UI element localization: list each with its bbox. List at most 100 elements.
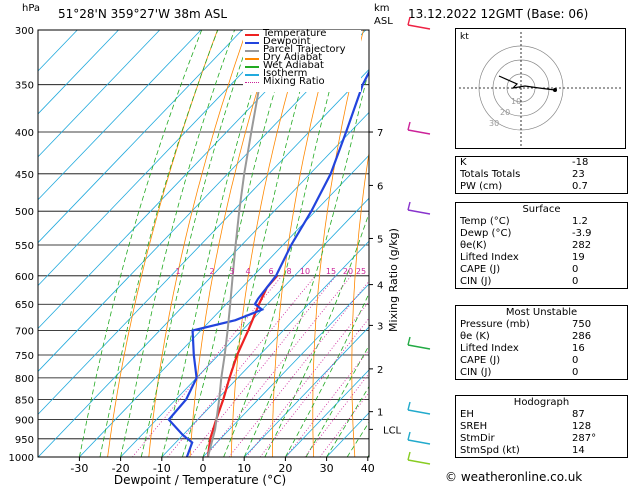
chart-legend: Temperature Dewpoint Parcel Trajectory Dry … [243, 29, 361, 92]
row-label: θe (K) [460, 331, 490, 342]
table-row: StmSpd (kt) 14 [456, 445, 626, 457]
row-label: Lifted Index [460, 343, 519, 354]
isotherm [38, 30, 243, 244]
row-value: 23 [572, 169, 585, 180]
table-row: θe(K) 282 [456, 240, 626, 252]
table-row: Temp (°C) 1.2 [456, 216, 626, 228]
dry-adiabat [230, 30, 306, 457]
legend-swatch [245, 82, 259, 83]
wind-barb-flag [407, 16, 411, 26]
wet-adiabat [99, 30, 219, 457]
x-tick-label: 0 [200, 462, 207, 475]
mixing-ratio-line [304, 372, 369, 457]
table-row: Lifted Index 16 [456, 343, 626, 355]
credit-link[interactable]: © weatheronline.co.uk [445, 470, 583, 484]
series-parcel-trajectory [206, 30, 272, 457]
series-dewpoint [167, 69, 369, 457]
table-row: CAPE (J) 0 [456, 264, 626, 276]
legend-swatch [245, 74, 259, 76]
row-value: 750 [572, 319, 592, 330]
isotherm [38, 68, 369, 415]
legend-item: Isotherm [243, 69, 361, 79]
mixing-ratio-label: 3 [229, 267, 234, 276]
km-tick-label: 1 [377, 408, 383, 419]
table-row: CIN (J) 0 [456, 276, 626, 288]
km-tick-label: 5 [377, 234, 383, 245]
mixing-ratio-line [228, 280, 369, 457]
isotherm [38, 30, 284, 287]
row-label: PW (cm) [460, 181, 503, 192]
wind-barb-flag [407, 201, 411, 211]
row-value: 0.7 [572, 181, 588, 192]
row-label: StmDir [460, 433, 495, 444]
legend-swatch [245, 34, 259, 36]
row-label: CAPE (J) [460, 264, 501, 275]
isotherm [202, 283, 369, 457]
wet-adiabat [182, 30, 294, 457]
hodograph-table: EH 87 SREH 128 StmDir 287° StmSpd (kt) 14 [456, 409, 626, 457]
wind-barb [407, 209, 431, 215]
isotherm [38, 30, 78, 72]
x-tick-label: -10 [153, 462, 171, 475]
km-tick-label: LCL [383, 425, 402, 436]
dry-adiabat [107, 30, 218, 457]
mixing-ratio-label: 20 [343, 267, 353, 276]
row-value: 0 [572, 264, 579, 275]
pressure-tick-label: 600 [15, 272, 34, 283]
row-label: SREH [460, 421, 488, 432]
mixing-ratio-line [167, 275, 316, 457]
wind-barb [407, 459, 431, 465]
wind-barb-flag [407, 451, 411, 461]
profile-lines [167, 30, 369, 457]
row-label: Temp (°C) [460, 216, 510, 227]
mixing-ratio-label: 1 [175, 267, 180, 276]
table-row: Dewp (°C) -3.9 [456, 228, 626, 240]
table-row: Lifted Index 19 [456, 252, 626, 264]
isotherm [38, 30, 367, 372]
mixing-ratio-label: 2 [209, 267, 214, 276]
most-unstable-box: Most Unstable Pressure (mb) 750 θe (K) 286 L… [455, 305, 628, 380]
axis-ticks: 3003504004505005506006507007508008509009… [9, 26, 402, 486]
legend-item: Temperature [243, 29, 361, 39]
hodograph-ring-label: 30 [489, 119, 499, 128]
surface-box: Surface Temp (°C) 1.2 Dewp (°C) -3.9 θe(K) 28… [455, 202, 628, 289]
x-tick-label: 40 [361, 462, 375, 475]
x-tick-label: 20 [278, 462, 292, 475]
wind-barb-flag [407, 336, 411, 346]
wind-barb [407, 439, 431, 445]
wet-adiabat [79, 30, 203, 457]
x-tick-label: 30 [320, 462, 334, 475]
wet-adiabat [140, 30, 253, 457]
legend-label: Wet Adiabat [263, 60, 324, 71]
row-value: 87 [572, 409, 585, 420]
row-value: 128 [572, 421, 592, 432]
table-row: Totals Totals 23 [456, 169, 626, 181]
pressure-tick-label: 1000 [9, 453, 34, 464]
mixing-ratio-line [319, 391, 369, 457]
row-value: 16 [572, 343, 585, 354]
isotherm [38, 111, 369, 457]
row-label: K [460, 157, 467, 168]
dry-adiabat [189, 30, 277, 457]
wind-barb [407, 344, 431, 350]
isotherm [120, 197, 369, 457]
hodograph-ring-label: 10 [511, 97, 521, 106]
pressure-tick-label: 500 [15, 207, 34, 218]
legend-item: Dewpoint [243, 37, 361, 47]
dry-adiabat [272, 30, 335, 457]
km-tick-label: 2 [377, 365, 383, 376]
table-row: CIN (J) 0 [456, 367, 626, 379]
wind-barb-flag [407, 401, 411, 411]
km-tick-label: 7 [377, 128, 383, 139]
wind-barb [407, 129, 431, 135]
isotherm [38, 30, 119, 115]
row-label: StmSpd (kt) [460, 445, 520, 456]
km-tick-label: 6 [377, 181, 383, 192]
pressure-tick-label: 450 [15, 170, 34, 181]
row-label: Totals Totals [460, 169, 521, 180]
hodograph-point [553, 88, 557, 92]
wet-adiabat [120, 30, 235, 457]
pressure-tick-label: 650 [15, 300, 34, 311]
x-tick-label: -20 [112, 462, 130, 475]
